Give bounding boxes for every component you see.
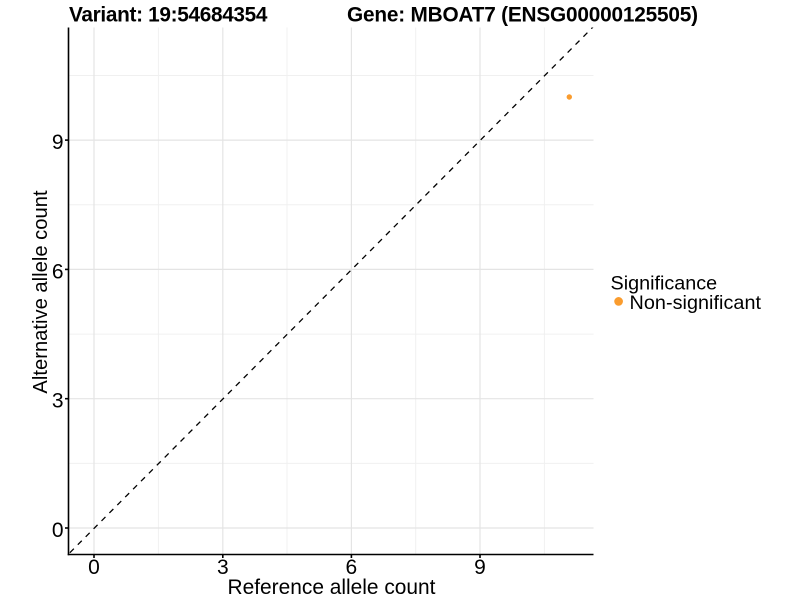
svg-text:9: 9 <box>474 556 486 579</box>
svg-text:Alternative allele count: Alternative allele count <box>30 190 52 394</box>
svg-text:Reference allele count: Reference allele count <box>228 576 436 599</box>
svg-text:Variant: 19:54684354: Variant: 19:54684354 <box>69 3 268 26</box>
svg-text:0: 0 <box>88 556 100 579</box>
svg-text:Non-significant: Non-significant <box>630 292 762 314</box>
svg-text:3: 3 <box>217 556 229 579</box>
svg-text:Significance: Significance <box>611 272 718 294</box>
svg-text:9: 9 <box>52 131 64 154</box>
svg-text:6: 6 <box>52 260 64 283</box>
svg-text:Gene: MBOAT7 (ENSG00000125505): Gene: MBOAT7 (ENSG00000125505) <box>347 3 698 26</box>
svg-text:0: 0 <box>52 519 64 542</box>
svg-text:6: 6 <box>346 556 358 579</box>
svg-text:3: 3 <box>52 390 64 413</box>
